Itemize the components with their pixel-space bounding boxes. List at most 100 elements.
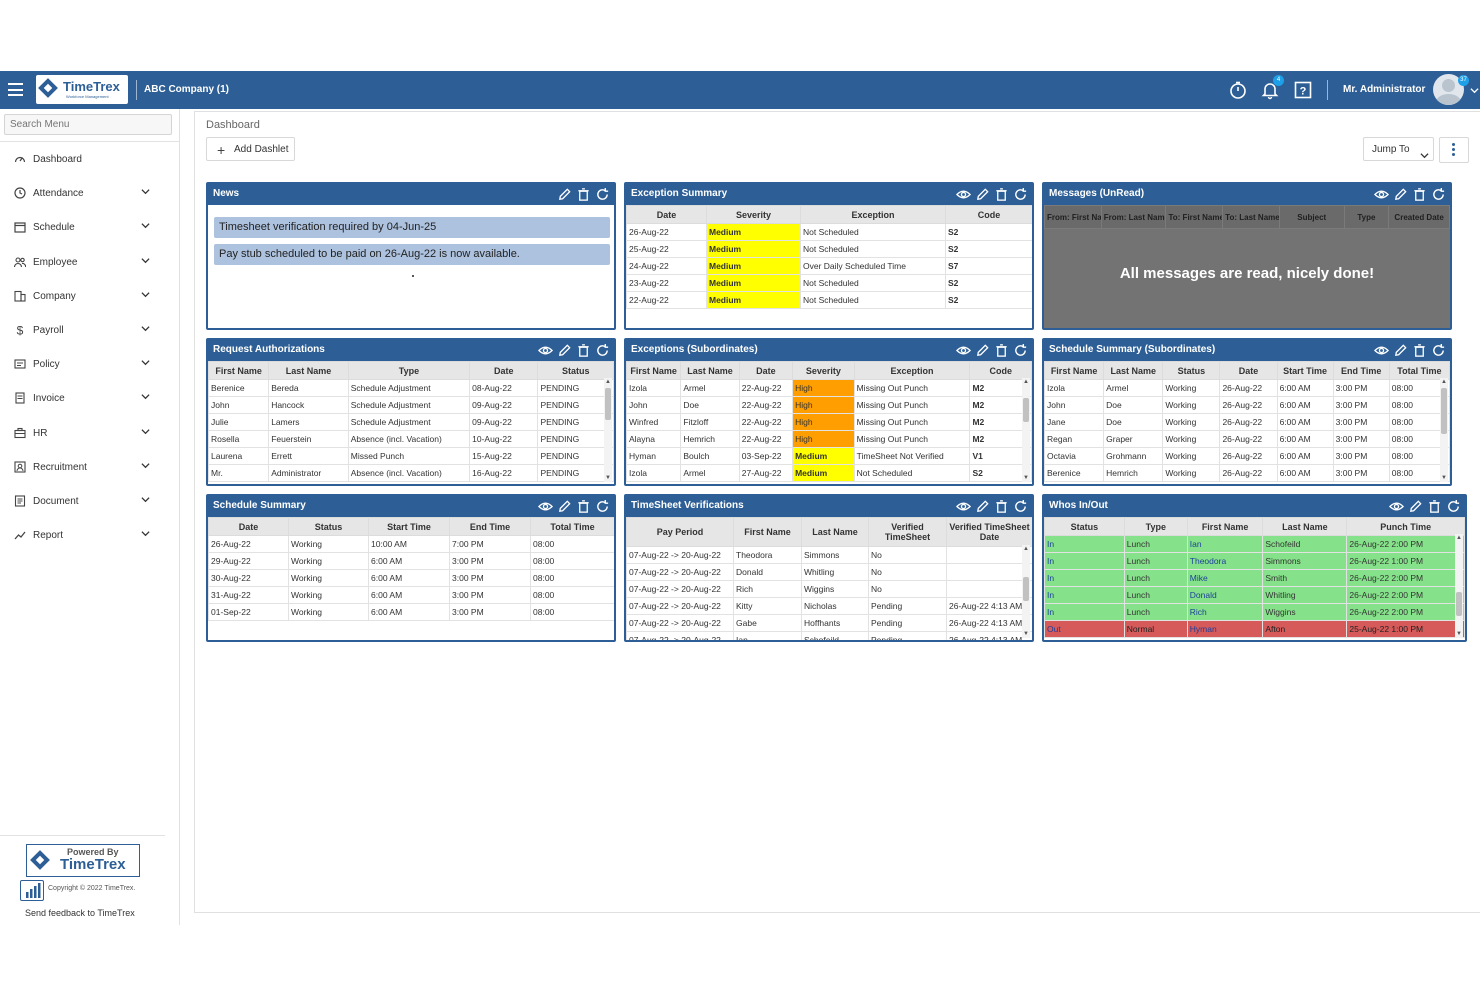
more-options-icon[interactable] (1439, 137, 1469, 163)
column-header[interactable]: Code (945, 205, 1032, 224)
column-header[interactable]: Status (537, 361, 614, 380)
column-header[interactable]: Type (1343, 205, 1390, 229)
column-header[interactable]: Start Time (1276, 361, 1334, 380)
powered-by-logo[interactable]: Powered By TimeTrex (26, 844, 140, 877)
table-row[interactable]: 22-Aug-22 Medium Not Scheduled S2 (626, 291, 1032, 309)
column-header[interactable]: Status (1162, 361, 1221, 380)
column-header[interactable]: End Time (449, 517, 531, 536)
column-header[interactable]: Verified TimeSheet (868, 517, 947, 547)
column-header[interactable]: Date (1219, 361, 1278, 380)
search-menu-input[interactable] (4, 114, 172, 135)
column-header[interactable]: First Name (626, 361, 682, 380)
column-header[interactable]: End Time (1332, 361, 1390, 380)
eye-icon[interactable] (1374, 343, 1389, 358)
table-row[interactable]: Berenice Hemrich Working 26-Aug-22 6:00 AM 3:… (1044, 464, 1450, 482)
column-header[interactable]: Date (208, 517, 289, 536)
add-dashlet-button[interactable]: + Add Dashlet (206, 137, 295, 161)
timer-icon[interactable] (1228, 80, 1248, 100)
sidebar-item-document[interactable]: Document (0, 484, 179, 518)
sidebar-item-schedule[interactable]: Schedule (0, 210, 179, 244)
table-row[interactable]: Izola Armel 27-Aug-22 Medium Not Scheduled S2 (626, 464, 1032, 482)
sidebar-item-hr[interactable]: HR (0, 416, 179, 450)
pencil-icon[interactable] (975, 187, 990, 202)
column-header[interactable]: Severity (792, 361, 855, 380)
notifications-bell-icon[interactable] (1260, 80, 1280, 100)
table-row[interactable]: In Lunch Rich Wiggins 26-Aug-22 2:00 PM (1044, 603, 1465, 621)
chevron-down-icon[interactable] (141, 358, 150, 367)
table-row[interactable]: 07-Aug-22 -> 20-Aug-22 Kitty Nicholas Pendi… (626, 597, 1032, 615)
refresh-icon[interactable] (1431, 343, 1446, 358)
chevron-down-icon[interactable] (141, 187, 150, 196)
scrollbar[interactable]: ▲ ▼ (1022, 545, 1030, 638)
chevron-down-icon[interactable] (141, 392, 150, 401)
table-row[interactable]: 26-Aug-22 Working 10:00 AM 7:00 PM 08:00 (208, 535, 614, 553)
sidebar-item-attendance[interactable]: Attendance (0, 176, 179, 210)
table-row[interactable]: 29-Aug-22 Working 6:00 AM 3:00 PM 08:00 (208, 552, 614, 570)
column-header[interactable]: Start Time (368, 517, 450, 536)
column-header[interactable]: First Name (1044, 361, 1105, 380)
table-row[interactable]: 07-Aug-22 -> 20-Aug-22 Rich Wiggins No (626, 580, 1032, 598)
sidebar-item-report[interactable]: Report (0, 518, 179, 552)
table-row[interactable]: Julie Lamers Schedule Adjustment 09-Aug-22 P… (208, 413, 614, 431)
refresh-icon[interactable] (595, 499, 610, 514)
scrollbar[interactable]: ▲ ▼ (1022, 378, 1030, 482)
chevron-down-icon[interactable] (141, 221, 150, 230)
pencil-icon[interactable] (1393, 343, 1408, 358)
chevron-down-icon[interactable] (141, 324, 150, 333)
pencil-icon[interactable] (1393, 187, 1408, 202)
table-row[interactable]: Mr. Administrator Absence (incl. Vacation)… (208, 464, 614, 482)
trash-icon[interactable] (576, 187, 591, 202)
hamburger-menu-icon[interactable] (8, 83, 23, 96)
table-row[interactable]: 30-Aug-22 Working 6:00 AM 3:00 PM 08:00 (208, 569, 614, 587)
table-row[interactable]: Rosella Feuerstein Absence (incl. Vacation… (208, 430, 614, 448)
send-feedback-link[interactable]: Send feedback to TimeTrex (25, 908, 135, 918)
table-row[interactable]: Izola Armel 22-Aug-22 High Missing Out Punch… (626, 379, 1032, 397)
column-header[interactable]: Punch Time (1346, 517, 1465, 536)
sidebar-item-company[interactable]: Company (0, 279, 179, 313)
chevron-down-icon[interactable] (141, 256, 150, 265)
table-row[interactable]: In Lunch Donald Whitling 26-Aug-22 2:00 PM (1044, 586, 1465, 604)
column-header[interactable]: Subject (1278, 205, 1345, 229)
table-row[interactable]: Out Normal Hyman Afton 25-Aug-22 1:00 PM (1044, 620, 1465, 638)
column-header[interactable]: Last Name (1262, 517, 1348, 536)
refresh-icon[interactable] (1013, 499, 1028, 514)
column-header[interactable]: Date (469, 361, 539, 380)
news-item[interactable]: Timesheet verification required by 04-Ju… (214, 217, 610, 238)
trash-icon[interactable] (994, 187, 1009, 202)
column-header[interactable]: Last Name (268, 361, 349, 380)
table-row[interactable]: Alayna Hemrich 22-Aug-22 High Missing Out Pu… (626, 430, 1032, 448)
column-header[interactable]: Status (288, 517, 369, 536)
table-row[interactable]: Laurena Errett Missed Punch 15-Aug-22 PENDIN… (208, 447, 614, 465)
eye-icon[interactable] (538, 499, 553, 514)
table-row[interactable]: Regan Graper Working 26-Aug-22 6:00 AM 3:00 P… (1044, 430, 1450, 448)
timetrex-logo[interactable]: TimeTrex Workforce Management (36, 75, 128, 104)
table-row[interactable]: 07-Aug-22 -> 20-Aug-22 Gabe Hoffhants Pendi… (626, 614, 1032, 632)
chevron-down-icon[interactable] (141, 290, 150, 299)
table-row[interactable]: Jane Doe Working 26-Aug-22 6:00 AM 3:00 PM 08:… (1044, 413, 1450, 431)
table-row[interactable]: Izola Armel Working 26-Aug-22 6:00 AM 3:00 PM… (1044, 379, 1450, 397)
table-row[interactable]: In Lunch Ian Schofeild 26-Aug-22 2:00 PM (1044, 535, 1465, 553)
table-row[interactable]: John Doe Working 26-Aug-22 6:00 AM 3:00 PM 08:… (1044, 396, 1450, 414)
eye-icon[interactable] (1374, 187, 1389, 202)
trash-icon[interactable] (1427, 499, 1442, 514)
eye-icon[interactable] (956, 343, 971, 358)
column-header[interactable]: Last Name (801, 517, 869, 547)
table-row[interactable]: In Lunch Mike Smith 26-Aug-22 2:00 PM (1044, 569, 1465, 587)
refresh-icon[interactable] (1013, 187, 1028, 202)
column-header[interactable]: From: First Name (1044, 205, 1102, 229)
column-header[interactable]: Total Time (530, 517, 614, 536)
table-row[interactable]: Winfred Fitzloff 22-Aug-22 High Missing Out … (626, 413, 1032, 431)
table-row[interactable]: 07-Aug-22 -> 20-Aug-22 Theodora Simmons No (626, 546, 1032, 564)
table-row[interactable]: In Lunch Theodora Simmons 26-Aug-22 1:00 PM (1044, 552, 1465, 570)
table-row[interactable]: 26-Aug-22 Medium Not Scheduled S2 (626, 223, 1032, 241)
column-header[interactable]: Verified TimeSheet Date (946, 517, 1032, 547)
column-header[interactable]: Last Name (1103, 361, 1164, 380)
sidebar-item-policy[interactable]: Policy (0, 347, 179, 381)
table-row[interactable]: 24-Aug-22 Medium Over Daily Scheduled Time… (626, 257, 1032, 275)
table-row[interactable]: Octavia Grohmann Working 26-Aug-22 6:00 AM 3:… (1044, 447, 1450, 465)
chevron-down-icon[interactable] (141, 427, 150, 436)
trash-icon[interactable] (576, 499, 591, 514)
scrollbar[interactable]: ▲ ▼ (1455, 534, 1463, 638)
table-row[interactable]: 23-Aug-22 Medium Not Scheduled S2 (626, 274, 1032, 292)
column-header[interactable]: Date (738, 361, 794, 380)
